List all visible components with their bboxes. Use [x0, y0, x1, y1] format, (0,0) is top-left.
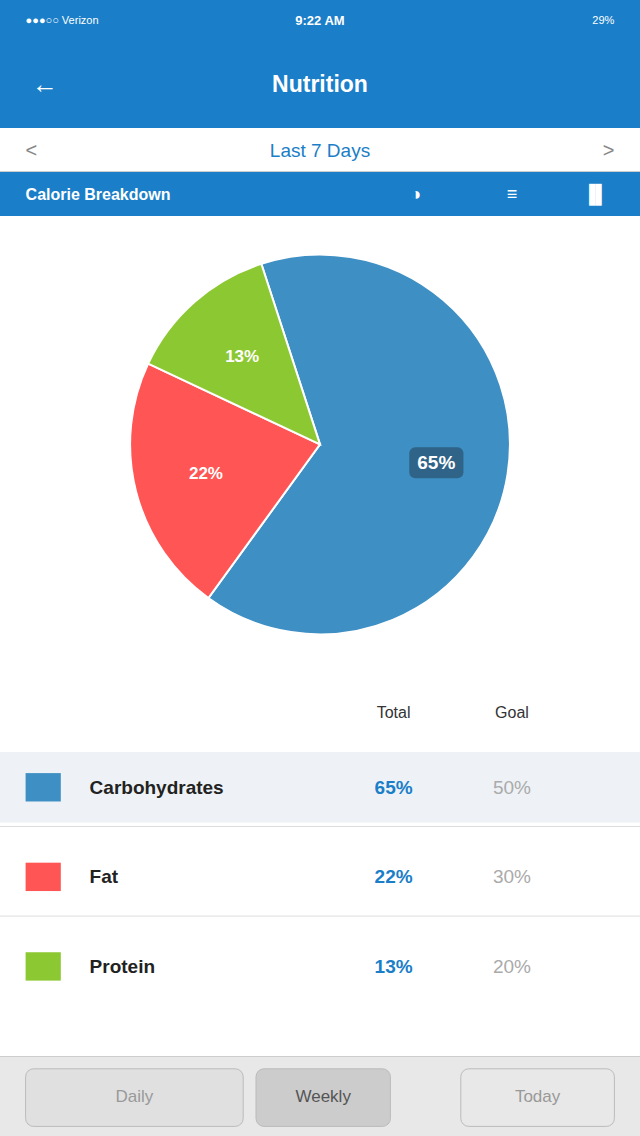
data-label: 65% — [417, 452, 455, 473]
status-time: 9:22 AM — [295, 13, 344, 28]
period-prev[interactable]: < — [26, 139, 38, 161]
button-label[interactable]: Today — [515, 1087, 561, 1106]
section-bar: Calorie Breakdown ◑ ≡ ▐▌ — [0, 172, 640, 216]
table-total: 13% — [375, 956, 413, 977]
table-goal: 30% — [493, 866, 531, 887]
table-total: 65% — [375, 777, 413, 798]
period-border — [0, 171, 640, 172]
data-label-box — [409, 447, 463, 478]
screen: 9:22 AM ●●●○○ Verizon 29% Nutrition ← Last 7 … — [0, 0, 640, 1136]
background — [0, 0, 640, 1136]
legend-swatch — [26, 863, 61, 891]
bottom-border — [0, 1056, 640, 1057]
data-label: 13% — [225, 347, 259, 366]
table-total: 22% — [375, 866, 413, 887]
content-bg — [0, 216, 640, 1056]
bottom-bar-bg — [0, 1056, 640, 1136]
data-label: 22% — [189, 464, 223, 483]
table-goal: 20% — [493, 956, 531, 977]
table-goal: 50% — [493, 777, 531, 798]
button[interactable] — [461, 1069, 615, 1127]
button-label[interactable]: Weekly — [295, 1087, 351, 1106]
row-separator — [0, 826, 640, 827]
button[interactable] — [26, 1069, 244, 1127]
table-header: Goal — [495, 704, 529, 721]
pie — [130, 254, 510, 634]
data-labels: 65% 22% 13% — [189, 347, 463, 484]
section-icon[interactable]: ◑ — [411, 184, 422, 204]
period-next[interactable]: > — [603, 139, 615, 161]
section-icon[interactable]: ▐▌ — [582, 183, 608, 206]
period-bar-bg — [0, 128, 640, 172]
nav-bar: Nutrition ← — [0, 40, 640, 128]
button-label[interactable]: Daily — [116, 1087, 154, 1106]
nav-bar-bg — [0, 40, 640, 128]
section-icon[interactable]: ≡ — [507, 184, 518, 204]
back-button[interactable]: ← — [32, 69, 58, 99]
status-bar: 9:22 AM ●●●○○ Verizon 29% — [0, 0, 640, 40]
status-carrier: ●●●○○ Verizon — [26, 14, 99, 26]
legend-label: Fat — [90, 866, 119, 887]
period-bar: Last 7 Days < > — [0, 128, 640, 172]
table: Total Goal Carbohydrates 65% 50% Fat 22% 30% Pro… — [0, 704, 640, 980]
chart-title: Calorie Breakdown — [26, 186, 171, 203]
status-bar-bg — [0, 0, 640, 40]
section-bar-bg — [0, 172, 640, 216]
legend-label: Carbohydrates — [90, 777, 224, 798]
status-battery: 29% — [592, 14, 614, 26]
table-header: Total — [377, 704, 411, 721]
legend-swatch — [26, 773, 61, 801]
nav-title: Nutrition — [272, 71, 368, 97]
legend-swatch — [26, 952, 61, 980]
period-text: Last 7 Days — [270, 140, 370, 161]
row-separator — [0, 916, 640, 917]
bottom-bar: Daily Weekly Today — [0, 1056, 640, 1136]
pie-slice — [148, 264, 320, 445]
table-row-bg — [0, 752, 640, 823]
legend-label: Protein — [90, 956, 155, 977]
button[interactable] — [256, 1069, 390, 1127]
